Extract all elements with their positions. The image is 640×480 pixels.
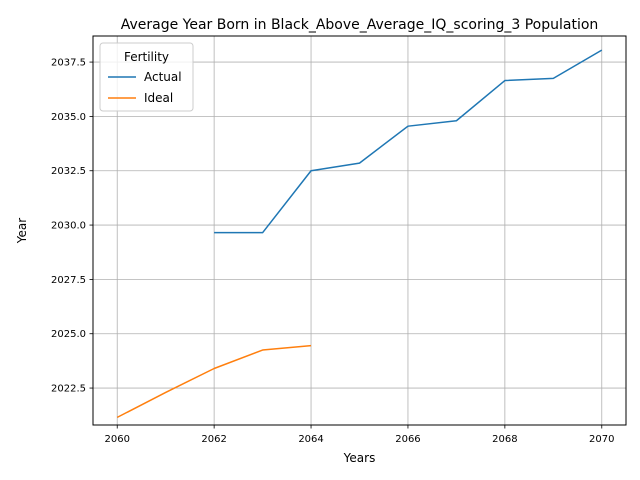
x-tick-label: 2060 (105, 434, 130, 445)
x-axis-label: Years (343, 451, 376, 465)
x-tick-label: 2062 (201, 434, 226, 445)
chart-title: Average Year Born in Black_Above_Average… (121, 17, 599, 33)
legend-label-actual: Actual (144, 70, 182, 84)
y-axis-label: Year (15, 218, 29, 244)
y-tick-label: 2032.5 (51, 166, 86, 177)
legend-box (99, 42, 194, 112)
y-tick-label: 2035.0 (51, 112, 86, 123)
y-tick-label: 2030.0 (51, 221, 86, 232)
x-axis-ticks: 2060 2062 2064 2066 2068 2070 (105, 425, 614, 445)
y-tick-label: 2025.0 (51, 329, 86, 340)
grid-lines (93, 36, 626, 425)
series-lines (116, 49, 603, 419)
legend-title: Fertility (124, 50, 169, 64)
x-tick-label: 2064 (298, 434, 323, 445)
plot-frame (92, 35, 627, 426)
y-tick-label: 2037.5 (51, 58, 86, 69)
legend-label-ideal: Ideal (144, 91, 173, 105)
x-tick-label: 2068 (492, 434, 517, 445)
y-axis-ticks: 2022.5 2025.0 2027.5 2030.0 2032.5 2035.0 2037… (51, 58, 93, 395)
x-tick-label: 2066 (395, 434, 420, 445)
y-tick-label: 2027.5 (51, 275, 86, 286)
series-line-ideal (116, 344, 312, 419)
x-tick-label: 2070 (589, 434, 614, 445)
legend: Fertility Actual Ideal (99, 42, 194, 112)
series-line-actual (214, 49, 603, 234)
y-tick-label: 2022.5 (51, 384, 86, 395)
